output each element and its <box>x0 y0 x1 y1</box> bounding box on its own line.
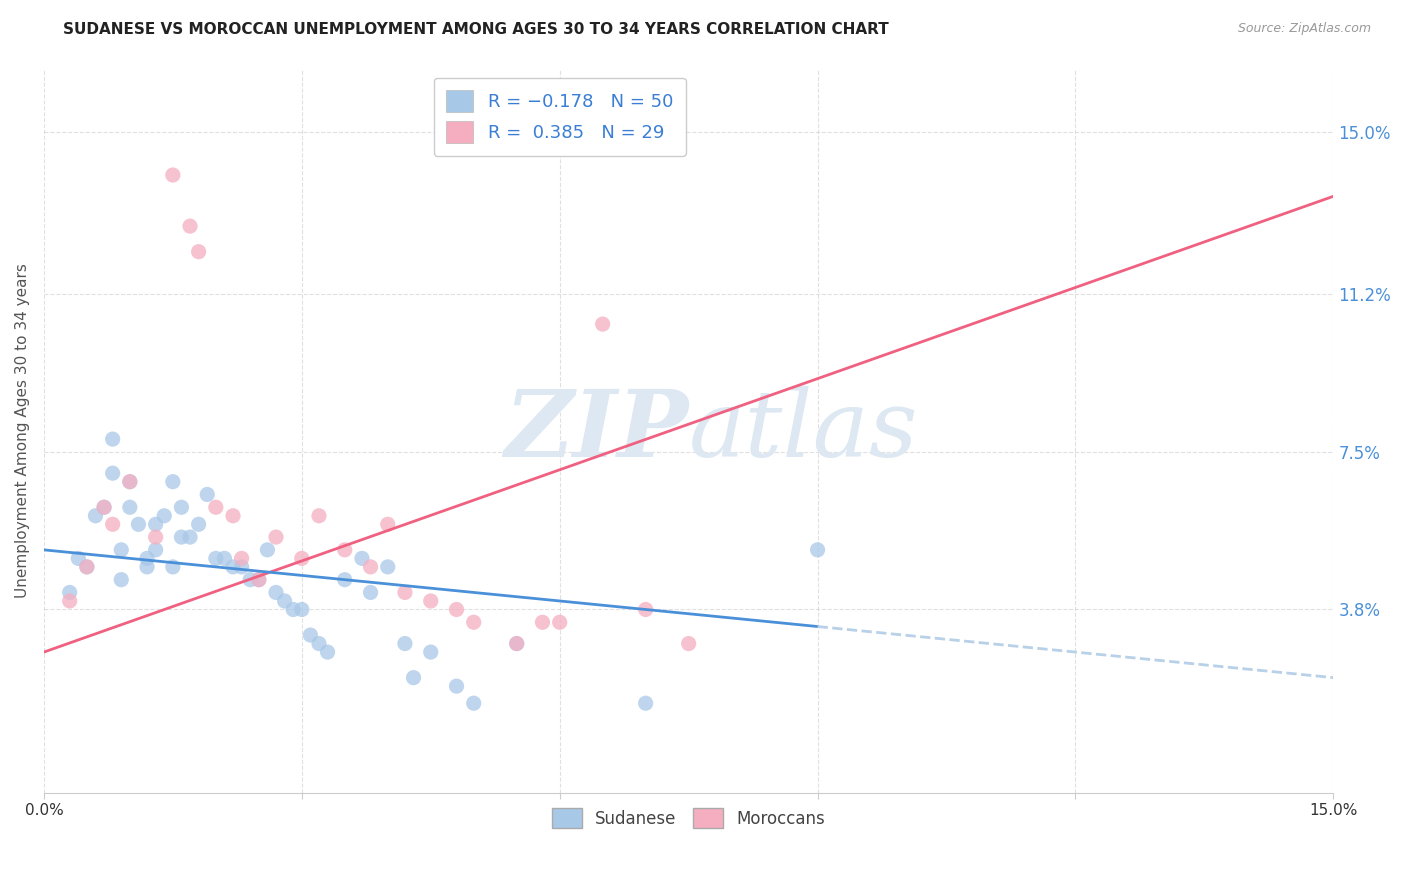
Point <box>222 508 245 523</box>
Point <box>506 636 529 650</box>
Point <box>247 573 270 587</box>
Point <box>179 530 201 544</box>
Point <box>360 585 382 599</box>
Point <box>118 475 141 489</box>
Point <box>84 508 107 523</box>
Point <box>153 508 176 523</box>
Point <box>531 615 554 630</box>
Point <box>678 636 700 650</box>
Point <box>394 636 416 650</box>
Point <box>67 551 90 566</box>
Point <box>101 466 124 480</box>
Point <box>170 500 193 515</box>
Point <box>110 542 132 557</box>
Point <box>222 560 245 574</box>
Point <box>350 551 373 566</box>
Point <box>118 500 141 515</box>
Point <box>145 530 167 544</box>
Text: atlas: atlas <box>689 385 918 475</box>
Point <box>592 317 614 331</box>
Point <box>179 219 201 234</box>
Point <box>118 475 141 489</box>
Point <box>214 551 236 566</box>
Point <box>145 542 167 557</box>
Point <box>283 602 305 616</box>
Point <box>187 517 209 532</box>
Point <box>127 517 149 532</box>
Point <box>195 487 218 501</box>
Point <box>273 594 295 608</box>
Point <box>806 542 828 557</box>
Point <box>59 585 82 599</box>
Point <box>463 615 485 630</box>
Point <box>136 551 159 566</box>
Text: Source: ZipAtlas.com: Source: ZipAtlas.com <box>1237 22 1371 36</box>
Point <box>394 585 416 599</box>
Point <box>256 542 278 557</box>
Point <box>59 594 82 608</box>
Point <box>333 573 356 587</box>
Point <box>264 530 287 544</box>
Point <box>93 500 115 515</box>
Point <box>634 602 657 616</box>
Point <box>76 560 98 574</box>
Point <box>162 475 184 489</box>
Point <box>264 585 287 599</box>
Point <box>231 551 253 566</box>
Point <box>419 645 441 659</box>
Text: SUDANESE VS MOROCCAN UNEMPLOYMENT AMONG AGES 30 TO 34 YEARS CORRELATION CHART: SUDANESE VS MOROCCAN UNEMPLOYMENT AMONG … <box>63 22 889 37</box>
Point <box>162 560 184 574</box>
Point <box>187 244 209 259</box>
Point <box>101 432 124 446</box>
Legend: Sudanese, Moroccans: Sudanese, Moroccans <box>546 801 832 835</box>
Point <box>170 530 193 544</box>
Y-axis label: Unemployment Among Ages 30 to 34 years: Unemployment Among Ages 30 to 34 years <box>15 263 30 598</box>
Point <box>291 551 314 566</box>
Point <box>377 560 399 574</box>
Point <box>360 560 382 574</box>
Point <box>231 560 253 574</box>
Text: ZIP: ZIP <box>505 385 689 475</box>
Point <box>402 671 425 685</box>
Point <box>101 517 124 532</box>
Point <box>162 168 184 182</box>
Point <box>308 508 330 523</box>
Point <box>110 573 132 587</box>
Point <box>463 696 485 710</box>
Point <box>506 636 529 650</box>
Point <box>548 615 571 630</box>
Point <box>634 696 657 710</box>
Point <box>205 500 228 515</box>
Point <box>145 517 167 532</box>
Point <box>76 560 98 574</box>
Point <box>419 594 441 608</box>
Point <box>93 500 115 515</box>
Point <box>316 645 339 659</box>
Point <box>239 573 262 587</box>
Point <box>377 517 399 532</box>
Point <box>247 573 270 587</box>
Point <box>446 679 468 693</box>
Point <box>333 542 356 557</box>
Point <box>291 602 314 616</box>
Point <box>446 602 468 616</box>
Point <box>308 636 330 650</box>
Point <box>299 628 322 642</box>
Point <box>205 551 228 566</box>
Point <box>136 560 159 574</box>
